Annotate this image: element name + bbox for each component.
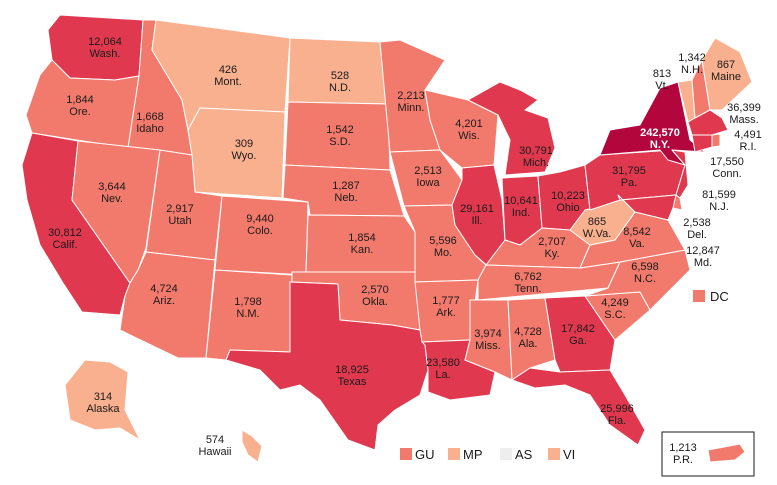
label-nh: 1,342 N.H. (678, 52, 706, 76)
state-hawaii[interactable] (241, 429, 263, 463)
legend-swatch-vi (548, 448, 560, 460)
label-ky: 2,707 Ky. (538, 236, 566, 260)
label-il: 29,161 Ill. (460, 203, 494, 227)
label-ne: 1,287 Neb. (332, 180, 360, 204)
label-pr: 1,213 P.R. (669, 442, 697, 466)
label-wa: 12,064 Wash. (88, 36, 122, 60)
label-wi: 4,201 Wis. (455, 118, 483, 142)
label-ar: 1,777 Ark. (432, 295, 460, 319)
label-nm: 1,798 N.M. (234, 296, 262, 320)
label-nc: 6,598 N.C. (631, 261, 659, 285)
state-texas[interactable] (225, 281, 429, 451)
state-maryland[interactable] (617, 194, 677, 221)
legend-label-vi: VI (563, 447, 575, 462)
state-shapes (21, 14, 753, 463)
state-alaska[interactable] (64, 359, 141, 441)
label-mn: 2,213 Minn. (397, 90, 425, 114)
label-me: 867 Maine (711, 59, 741, 83)
label-ma: 36,399 Mass. (727, 102, 761, 126)
label-fl: 25,996 Fla. (600, 403, 634, 427)
label-ok: 2,570 Okla. (361, 284, 389, 308)
label-ut: 2,917 Utah (166, 203, 194, 227)
label-nd: 528 N.D. (329, 70, 351, 94)
label-pa: 31,795 Pa. (612, 165, 646, 189)
label-wy: 309 Wyo. (232, 138, 257, 162)
label-sc: 4,249 S.C. (601, 297, 629, 321)
label-va: 8,542 Va. (623, 226, 651, 250)
label-al: 4,728 Ala. (514, 326, 542, 350)
label-ak: 314 Alaska (86, 391, 120, 415)
label-az: 4,724 Ariz. (150, 283, 178, 307)
label-ks: 1,854 Kan. (348, 232, 376, 256)
label-in: 10,641 Ind. (504, 195, 538, 219)
legend-swatch-gu (400, 448, 412, 460)
label-co: 9,440 Colo. (246, 213, 274, 237)
state-michigan[interactable] (467, 81, 556, 176)
legend-swatch-mp (448, 448, 460, 460)
label-ga: 17,842 Ga. (561, 323, 595, 347)
label-md: 12,847 Md. (686, 245, 720, 269)
label-mo: 5,596 Mo. (429, 235, 457, 259)
label-tn: 6,762 Tenn. (514, 271, 542, 295)
label-oh: 10,223 Ohio (551, 190, 585, 214)
legend-swatch-as (500, 448, 512, 460)
label-ia: 2,513 Iowa (414, 165, 442, 189)
label-ct: 17,550 Conn. (710, 156, 744, 180)
label-la: 23,580 La. (426, 357, 460, 381)
label-ms: 3,974 Miss. (474, 328, 502, 352)
legend-swatch-dc (693, 290, 705, 302)
label-or: 1,844 Ore. (66, 94, 94, 118)
legend-label-as: AS (515, 447, 533, 462)
label-wv: 865 W.Va. (583, 216, 612, 240)
legend-label-dc: DC (710, 289, 729, 304)
label-sd: 1,542 S.D. (326, 124, 354, 148)
legend-label-gu: GU (415, 447, 435, 462)
label-mt: 426 Mont. (214, 64, 242, 88)
label-mi: 30,791 Mich. (519, 145, 553, 169)
state-alabama[interactable] (507, 297, 556, 381)
state-florida[interactable] (511, 367, 646, 446)
label-vt: 813 Vt. (653, 68, 671, 92)
label-nj: 81,599 N.J. (702, 189, 736, 213)
state-labels: 12,064 Wash. 1,844 Ore. 30,812 Calif. 1,668… (48, 36, 762, 466)
state-arizona[interactable] (119, 251, 216, 359)
state-puerto-rico[interactable] (707, 443, 746, 463)
label-id: 1,668 Idaho (136, 111, 164, 135)
territory-legend: DC GU MP AS VI (400, 289, 729, 462)
label-tx: 18,925 Texas (335, 364, 369, 388)
label-ca: 30,812 Calif. (48, 227, 82, 251)
puerto-rico-inset-frame (661, 431, 755, 477)
legend-label-mp: MP (463, 447, 483, 462)
label-nv: 3,644 Nev. (98, 181, 126, 205)
state-rhode-island[interactable] (711, 133, 721, 148)
label-de: 2,538 Del. (683, 217, 711, 241)
state-connecticut[interactable] (691, 134, 713, 153)
label-hi: 574 Hawaii (198, 434, 231, 458)
label-ri: 4,491 R.I. (734, 129, 762, 153)
label-ny: 242,570 N.Y. (640, 127, 680, 151)
state-illinois[interactable] (451, 164, 506, 269)
